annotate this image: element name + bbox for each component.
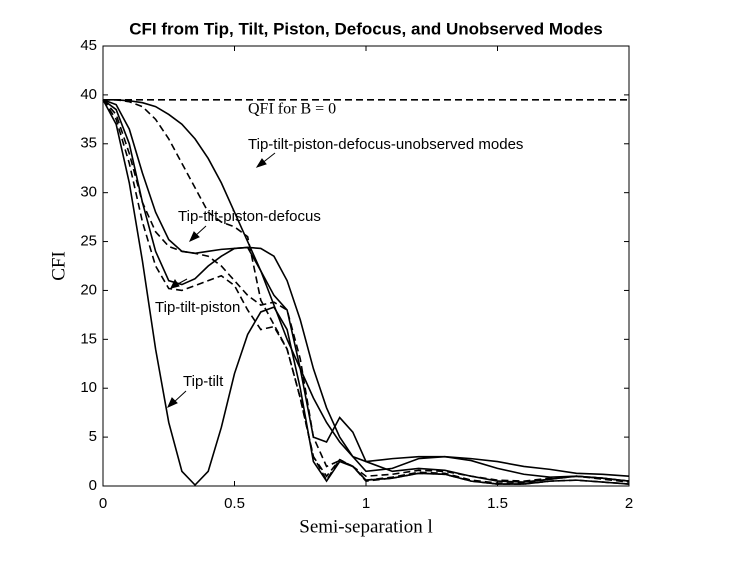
plot-frame — [102, 45, 630, 487]
y-tick-label: 5 — [89, 428, 97, 445]
x-tick-label: 1.5 — [487, 495, 508, 512]
annotation: Tip-tilt-piston — [155, 299, 240, 316]
annotation: Tip-tilt — [183, 373, 224, 390]
series-line — [102, 99, 630, 483]
series-line — [102, 99, 630, 485]
annotation-arrows — [167, 152, 276, 408]
annotation: Tip-tilt-piston-defocus — [178, 208, 321, 225]
annotation: QFI for B = 0 — [248, 101, 336, 118]
series-line — [102, 99, 630, 482]
y-tick-label: 35 — [80, 135, 97, 152]
y-tick-label: 0 — [89, 477, 97, 494]
x-tick-label: 1 — [362, 495, 370, 512]
x-tick-label: 0.5 — [224, 495, 245, 512]
y-tick-label: 10 — [80, 379, 97, 396]
y-tick-label: 30 — [80, 184, 97, 201]
chart-title: CFI from Tip, Tilt, Piston, Defocus, and… — [129, 19, 603, 38]
series-line — [102, 99, 630, 487]
y-tick-label: 25 — [80, 233, 97, 250]
y-tick-label: 20 — [80, 281, 97, 298]
x-axis-label: Semi-separation l — [299, 516, 433, 537]
y-tick-label: 40 — [80, 86, 97, 103]
series-line — [102, 99, 630, 482]
series-line — [103, 98, 630, 484]
y-axis-label: CFI — [48, 251, 69, 281]
series-line — [103, 98, 630, 478]
y-tick-label: 45 — [80, 37, 97, 54]
y-tick-label: 15 — [80, 330, 97, 347]
annotation: Tip-tilt-piston-defocus-unobserved modes — [248, 136, 523, 153]
x-tick-label: 2 — [625, 495, 633, 512]
x-tick-label: 0 — [99, 495, 107, 512]
